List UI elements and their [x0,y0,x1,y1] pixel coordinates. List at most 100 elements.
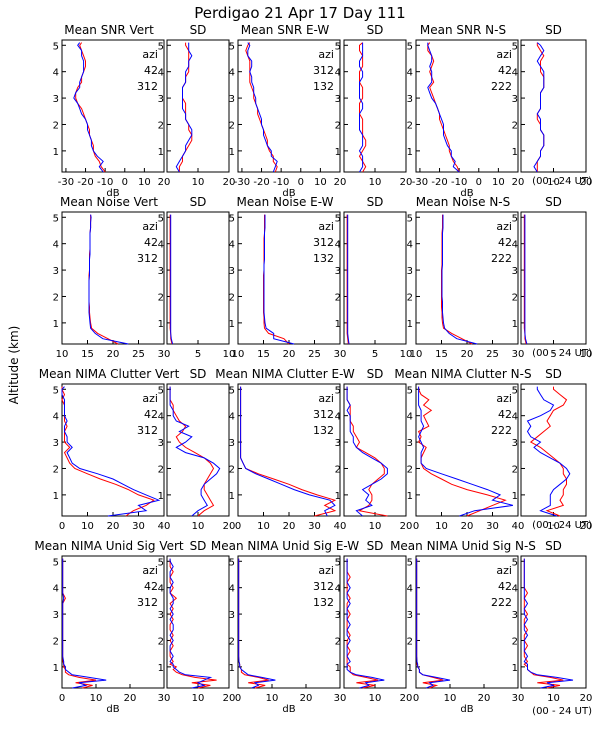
y-tick-label: 5 [407,385,413,396]
y-tick-label: 3 [407,266,413,277]
y-tick-label: 3 [512,610,518,621]
y-tick-label: 4 [512,584,518,595]
y-tick-label: 2 [335,292,341,303]
y-tick-label: 2 [158,636,164,647]
x-tick-label: 0 [59,521,65,532]
y-tick-label: 1 [158,663,164,674]
x-tick-label: -20 [77,177,93,188]
x-tick-label: 10 [492,177,505,188]
x-tick-label: 0 [413,521,419,532]
y-tick-label: 1 [158,147,164,158]
x-tick-label: 40 [512,521,525,532]
x-tick-label: 20 [283,521,296,532]
legend-header: azi [318,392,334,405]
y-tick-label: 4 [158,240,164,251]
mean-profile-first [240,386,337,517]
x-tick-label: 15 [81,349,94,360]
y-tick-label: 4 [53,584,59,595]
sd-profile-second [523,558,574,689]
sd-plot-frame [166,555,230,689]
y-tick-label: 2 [512,464,518,475]
y-tick-label: 3 [407,438,413,449]
y-tick-label: 2 [512,292,518,303]
legend-value-second: 312 [137,596,158,609]
sd-profile-first [523,558,564,689]
x-tick-label: 20 [580,177,593,188]
mean-profile-second [427,42,460,173]
mean-profile-second [62,558,107,689]
sd-profile-first [346,558,379,689]
y-tick-label: 4 [158,584,164,595]
y-tick-label: 1 [53,319,59,330]
mean-profile-first [75,42,106,173]
x-tick-label: 10 [580,349,593,360]
x-unit-label: dB [282,704,295,715]
legend-header: azi [496,220,512,233]
y-tick-label: 3 [335,438,341,449]
y-tick-label: 2 [53,292,59,303]
x-tick-label: 20 [478,693,491,704]
sd-profile-first [358,42,367,173]
sd-profile-second [170,214,174,345]
y-tick-label: 5 [335,213,341,224]
y-tick-label: 5 [158,213,164,224]
legend-value-second: 132 [313,252,334,265]
time-range-note: (00 - 24 UT) [532,176,592,187]
y-tick-label: 4 [53,240,59,251]
y-tick-label: 2 [229,636,235,647]
y-tick-label: 1 [512,147,518,158]
mean-panel-title: Mean NIMA Clutter Vert [39,367,180,381]
y-tick-label: 2 [158,120,164,131]
y-tick-label: 1 [407,319,413,330]
x-tick-label: 10 [547,521,560,532]
sd-panel-title: SD [545,539,562,553]
sd-profile-second [524,214,528,345]
x-tick-label: -20 [253,177,269,188]
sd-plot-frame [520,555,587,689]
mean-panel-title: Mean NIMA Unid Sig E-W [211,539,359,553]
y-tick-label: 5 [512,385,518,396]
y-tick-label: 2 [512,636,518,647]
mean-plot-frame [237,39,341,173]
x-tick-label: 20 [223,177,236,188]
legend-value-second: 222 [491,252,512,265]
x-tick-label: 30 [486,521,499,532]
x-tick-label: -10 [97,177,113,188]
mean-plot-frame [415,39,519,173]
sd-panel-title: SD [367,367,384,381]
x-tick-label: 0 [122,177,128,188]
y-tick-label: 4 [512,68,518,79]
x-tick-label: 20 [580,693,593,704]
x-tick-label: 10 [547,693,560,704]
y-tick-label: 5 [229,385,235,396]
x-tick-label: 30 [308,521,321,532]
y-tick-label: 2 [335,120,341,131]
y-tick-label: 5 [158,557,164,568]
mean-panel-title: Mean SNR N-S [420,23,506,37]
x-tick-label: 20 [107,521,120,532]
sd-plot-frame [343,555,407,689]
y-tick-label: 4 [512,412,518,423]
y-tick-label: 5 [53,385,59,396]
mean-panel-title: Mean NIMA Clutter N-S [394,367,531,381]
y-tick-label: 1 [512,319,518,330]
legend-value-second: 312 [137,80,158,93]
x-tick-label: 0 [235,521,241,532]
mean-panel-title: Mean NIMA Unid Sig N-S [390,539,536,553]
y-tick-label: 3 [53,610,59,621]
x-tick-label: 10 [223,349,236,360]
y-tick-label: 4 [407,584,413,595]
x-tick-label: 30 [158,349,171,360]
y-tick-label: 2 [407,292,413,303]
y-tick-label: 1 [407,491,413,502]
y-tick-label: 4 [229,68,235,79]
x-tick-label: 10 [138,177,151,188]
legend-value-first: 312 [313,236,334,249]
y-tick-label: 2 [53,120,59,131]
mean-profile-second [61,386,161,517]
mean-profile-second [240,386,336,517]
y-tick-label: 5 [229,557,235,568]
sd-profile-second [533,42,545,173]
y-tick-label: 3 [158,438,164,449]
legend-value-second: 222 [491,424,512,437]
